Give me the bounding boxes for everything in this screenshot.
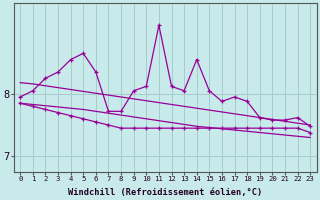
- X-axis label: Windchill (Refroidissement éolien,°C): Windchill (Refroidissement éolien,°C): [68, 188, 262, 197]
